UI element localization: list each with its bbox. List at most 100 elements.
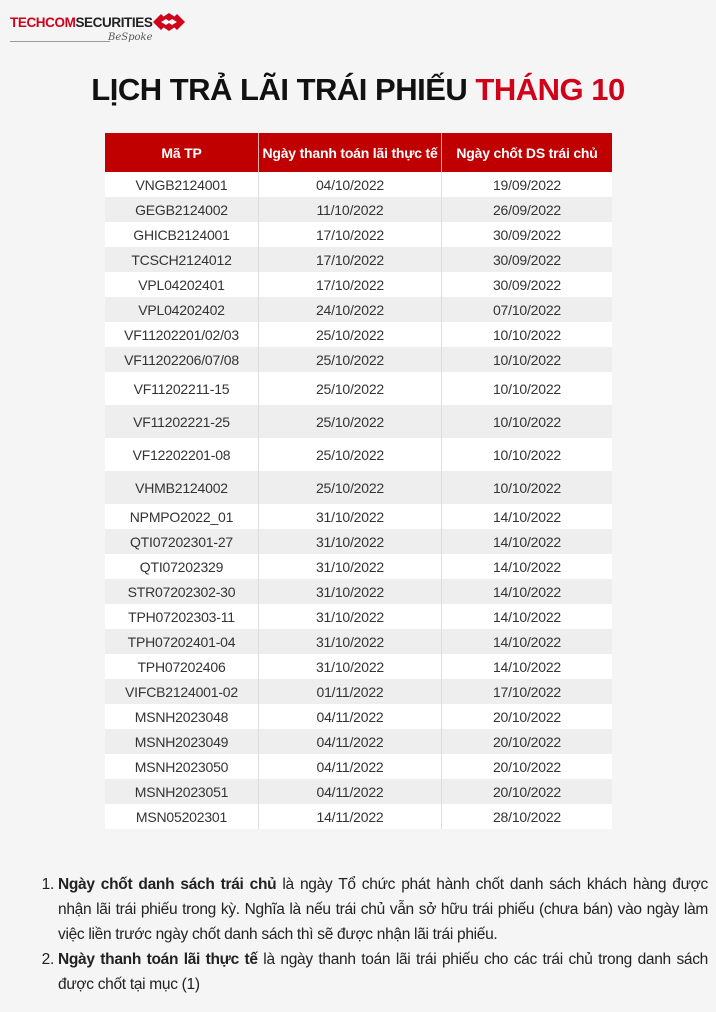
cell-payment-date: 14/11/2022 bbox=[258, 804, 442, 829]
cell-bond-code: VF11202221-25 bbox=[105, 405, 259, 438]
cell-record-date: 10/10/2022 bbox=[492, 351, 562, 368]
cell-bond-code: VNGB2124001 bbox=[105, 172, 259, 197]
cell-record-date: 10/10/2022 bbox=[492, 380, 562, 397]
cell-bond-code: MSN05202301 bbox=[105, 804, 259, 829]
header-bond-code: Mã TP bbox=[105, 133, 259, 172]
cell-bond-code: VF11202206/07/08 bbox=[105, 347, 259, 372]
logo-text-techcom: TECHCOM bbox=[10, 15, 76, 30]
cell-record-date: 14/10/2022 bbox=[492, 658, 562, 675]
cell-bond-code: GEGB2124002 bbox=[105, 197, 259, 222]
cell-payment-date: 25/10/2022 bbox=[258, 438, 442, 471]
cell-record-date: 14/10/2022 bbox=[492, 533, 562, 550]
cell-bond-code: QTI07202329 bbox=[105, 554, 259, 579]
cell-payment-date: 04/11/2022 bbox=[258, 704, 442, 729]
footnote-text: là ngày thanh toán lãi trái phiếu cho cá… bbox=[58, 951, 708, 993]
table-row: GHICB2124001 17/10/2022 30/09/2022 bbox=[105, 222, 612, 247]
table-row: TPH07202401-04 31/10/2022 14/10/2022 bbox=[105, 629, 612, 654]
table-row: MSNH2023048 04/11/2022 20/10/2022 bbox=[105, 704, 612, 729]
table-row: MSN05202301 14/11/2022 28/10/2022 bbox=[105, 804, 612, 829]
cell-bond-code: VHMB2124002 bbox=[105, 471, 259, 504]
title-main: LỊCH TRẢ LÃI TRÁI PHIẾU bbox=[91, 72, 468, 107]
cell-payment-date: 31/10/2022 bbox=[258, 604, 442, 629]
cell-bond-code: MSNH2023051 bbox=[105, 779, 259, 804]
cell-record-date: 20/10/2022 bbox=[492, 783, 562, 800]
cell-record-date: 20/10/2022 bbox=[492, 708, 562, 725]
cell-bond-code: STR07202302-30 bbox=[105, 579, 259, 604]
table-row: VF11202206/07/08 25/10/2022 10/10/2022 bbox=[105, 347, 612, 372]
table-row: GEGB2124002 11/10/2022 26/09/2022 bbox=[105, 197, 612, 222]
footnote-2: Ngày thanh toán lãi thực tế là ngày than… bbox=[58, 947, 708, 997]
logo-underline bbox=[10, 41, 110, 42]
table-row: VNGB2124001 04/10/2022 19/09/2022 bbox=[105, 172, 612, 197]
cell-record-date: 26/09/2022 bbox=[492, 201, 562, 218]
cell-record-date: 17/10/2022 bbox=[492, 683, 562, 700]
cell-record-date: 07/10/2022 bbox=[492, 301, 562, 318]
cell-record-date: 30/09/2022 bbox=[492, 276, 562, 293]
logo-wordmark: TECHCOMSECURITIES bbox=[10, 15, 153, 30]
cell-payment-date: 17/10/2022 bbox=[258, 247, 442, 272]
table-row: NPMPO2022_01 31/10/2022 14/10/2022 bbox=[105, 504, 612, 529]
cell-bond-code: NPMPO2022_01 bbox=[105, 504, 259, 529]
cell-record-date: 19/09/2022 bbox=[492, 176, 562, 193]
cell-bond-code: VF11202201/02/03 bbox=[105, 322, 259, 347]
footnote-text: là ngày Tổ chức phát hành chốt danh sách… bbox=[58, 876, 708, 943]
cell-payment-date: 24/10/2022 bbox=[258, 297, 442, 322]
cell-record-date: 14/10/2022 bbox=[492, 558, 562, 575]
table-row: MSNH2023051 04/11/2022 20/10/2022 bbox=[105, 779, 612, 804]
cell-record-date: 20/10/2022 bbox=[492, 733, 562, 750]
footnote-term: Ngày thanh toán lãi thực tế bbox=[58, 951, 258, 968]
table-header-row: Mã TP Ngày thanh toán lãi thực tế Ngày c… bbox=[105, 133, 612, 172]
cell-payment-date: 11/10/2022 bbox=[258, 197, 442, 222]
table-row: VPL04202401 17/10/2022 30/09/2022 bbox=[105, 272, 612, 297]
title-accent: THÁNG 10 bbox=[475, 72, 625, 107]
bond-interest-schedule-table: Mã TP Ngày thanh toán lãi thực tế Ngày c… bbox=[105, 133, 612, 829]
logo-text-securities: SECURITIES bbox=[75, 15, 153, 30]
cell-record-date: 14/10/2022 bbox=[492, 608, 562, 625]
cell-bond-code: MSNH2023049 bbox=[105, 729, 259, 754]
table-row: TPH07202406 31/10/2022 14/10/2022 bbox=[105, 654, 612, 679]
cell-record-date: 10/10/2022 bbox=[492, 446, 562, 463]
cell-payment-date: 31/10/2022 bbox=[258, 629, 442, 654]
logo-diamond-icon bbox=[153, 13, 185, 31]
cell-record-date: 14/10/2022 bbox=[492, 508, 562, 525]
table-row: VF11202201/02/03 25/10/2022 10/10/2022 bbox=[105, 322, 612, 347]
cell-payment-date: 31/10/2022 bbox=[258, 554, 442, 579]
cell-bond-code: VIFCB2124001-02 bbox=[105, 679, 259, 704]
table-row: VF11202211-15 25/10/2022 10/10/2022 bbox=[105, 372, 612, 405]
table-row: VPL04202402 24/10/2022 07/10/2022 bbox=[105, 297, 612, 322]
cell-bond-code: TPH07202303-11 bbox=[105, 604, 259, 629]
cell-bond-code: TCSCH2124012 bbox=[105, 247, 259, 272]
cell-payment-date: 31/10/2022 bbox=[258, 529, 442, 554]
cell-bond-code: QTI07202301-27 bbox=[105, 529, 259, 554]
table-row: QTI07202329 31/10/2022 14/10/2022 bbox=[105, 554, 612, 579]
table-row: VHMB2124002 25/10/2022 10/10/2022 bbox=[105, 471, 612, 504]
table-row: TCSCH2124012 17/10/2022 30/09/2022 bbox=[105, 247, 612, 272]
header-record-date: Ngày chốt DS trái chủ bbox=[441, 133, 612, 172]
cell-bond-code: VPL04202401 bbox=[105, 272, 259, 297]
cell-payment-date: 31/10/2022 bbox=[258, 504, 442, 529]
cell-payment-date: 04/10/2022 bbox=[258, 172, 442, 197]
header-payment-date: Ngày thanh toán lãi thực tế bbox=[258, 133, 442, 172]
table-row: VIFCB2124001-02 01/11/2022 17/10/2022 bbox=[105, 679, 612, 704]
cell-payment-date: 31/10/2022 bbox=[258, 579, 442, 604]
cell-bond-code: VF11202211-15 bbox=[105, 372, 259, 405]
table-row: TPH07202303-11 31/10/2022 14/10/2022 bbox=[105, 604, 612, 629]
cell-record-date: 28/10/2022 bbox=[492, 808, 562, 825]
table-row: STR07202302-30 31/10/2022 14/10/2022 bbox=[105, 579, 612, 604]
cell-payment-date: 25/10/2022 bbox=[258, 322, 442, 347]
cell-bond-code: TPH07202401-04 bbox=[105, 629, 259, 654]
cell-record-date: 30/09/2022 bbox=[492, 226, 562, 243]
footnotes: Ngày chốt danh sách trái chủ là ngày Tổ … bbox=[40, 872, 708, 997]
cell-record-date: 30/09/2022 bbox=[492, 251, 562, 268]
footnote-1: Ngày chốt danh sách trái chủ là ngày Tổ … bbox=[58, 872, 708, 947]
table-row: VF12202201-08 25/10/2022 10/10/2022 bbox=[105, 438, 612, 471]
cell-payment-date: 25/10/2022 bbox=[258, 405, 442, 438]
cell-payment-date: 04/11/2022 bbox=[258, 779, 442, 804]
cell-bond-code: MSNH2023048 bbox=[105, 704, 259, 729]
footnote-term: Ngày chốt danh sách trái chủ bbox=[58, 876, 277, 893]
cell-record-date: 10/10/2022 bbox=[492, 479, 562, 496]
cell-payment-date: 04/11/2022 bbox=[258, 729, 442, 754]
table-row: MSNH2023049 04/11/2022 20/10/2022 bbox=[105, 729, 612, 754]
cell-bond-code: VPL04202402 bbox=[105, 297, 259, 322]
table-row: QTI07202301-27 31/10/2022 14/10/2022 bbox=[105, 529, 612, 554]
